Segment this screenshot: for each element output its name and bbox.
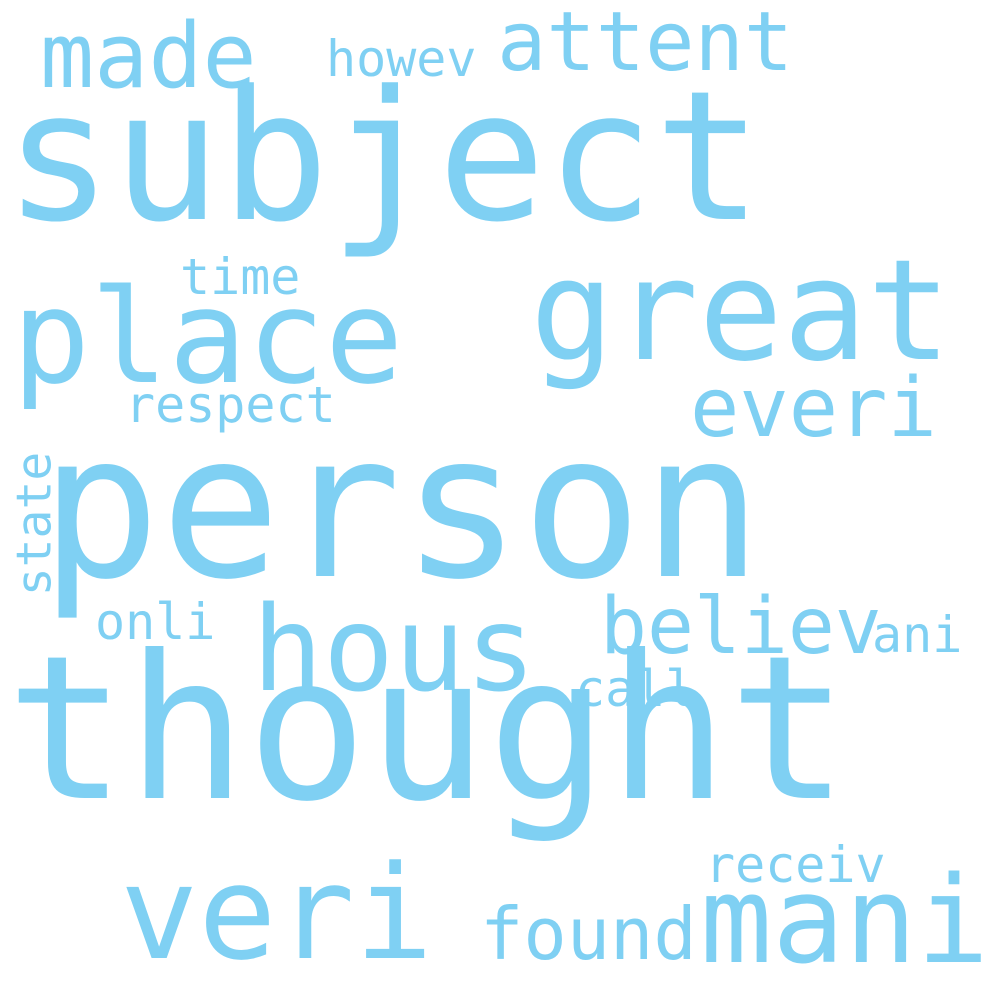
- word-hous: hous: [252, 580, 537, 718]
- word-respect: respect: [125, 376, 336, 434]
- word-great: great: [530, 230, 952, 393]
- word-place: place: [12, 261, 404, 413]
- word-mani: mani: [700, 852, 989, 991]
- word-howev: howev: [326, 30, 477, 88]
- word-attent: attent: [497, 0, 794, 90]
- word-thought: thought: [6, 613, 849, 846]
- word-call: call: [575, 660, 696, 718]
- word-made: made: [40, 4, 257, 109]
- word-believ: believ: [600, 582, 882, 672]
- word-found: found: [480, 892, 697, 976]
- word-everi: everi: [690, 361, 937, 456]
- word-ani: ani: [872, 606, 963, 664]
- word-onli: onli: [95, 593, 216, 651]
- word-person: person: [40, 391, 763, 624]
- word-time: time: [180, 248, 301, 306]
- word-receiv: receiv: [705, 836, 886, 894]
- word-subject: subject: [4, 53, 763, 262]
- word-veri: veri: [120, 837, 434, 989]
